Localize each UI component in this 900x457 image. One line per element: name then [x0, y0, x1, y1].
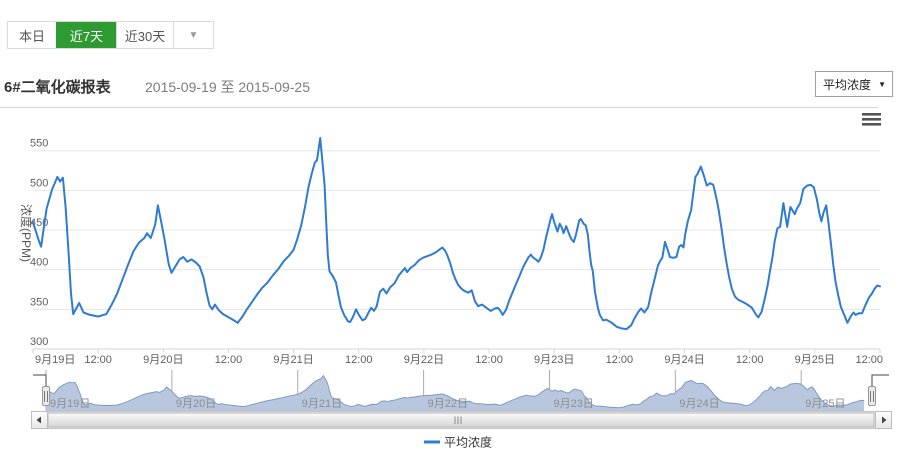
x-tick-label: 9月19日 [35, 354, 75, 366]
range-30d-button[interactable]: 近30天 [116, 22, 173, 48]
hamburger-icon-bar [862, 118, 881, 121]
y-tick-label: 300 [30, 336, 48, 348]
navigator-day-label: 9月25日 [805, 398, 845, 410]
y-tick-label: 350 [30, 296, 48, 308]
series-group [32, 137, 881, 331]
navigator-outline-right [871, 374, 889, 386]
metric-select[interactable]: 平均浓度 ▼ [815, 71, 893, 97]
navigator-day-label: 9月19日 [50, 398, 90, 410]
legend: 平均浓度 [424, 435, 492, 450]
range-7d-button[interactable]: 近7天 [56, 22, 116, 48]
y-tick-label: 500 [30, 177, 48, 189]
x-tick-label: 9月22日 [404, 354, 444, 366]
navigator-day-label: 9月21日 [302, 398, 342, 410]
legend-label: 平均浓度 [444, 435, 492, 450]
x-tick-label: 9月20日 [143, 354, 183, 366]
x-tick-label: 9月25日 [795, 354, 835, 366]
x-tick-label: 12:00 [606, 354, 634, 366]
hamburger-icon-bar [862, 113, 881, 116]
y-axis-title: 浓度(PPM) [19, 204, 34, 262]
x-axis: 9月19日 12:00 9月20日 12:00 9月21日 12:00 9月22日 12:00… [32, 348, 883, 366]
navigator-right-handle[interactable] [868, 386, 876, 406]
navigator-day-label: 9月22日 [428, 398, 468, 410]
metric-select-value: 平均浓度 [823, 77, 872, 92]
chart-menu-button[interactable] [862, 113, 881, 126]
range-button-group: 本日 近7天 近30天 ▼ [7, 21, 214, 49]
navigator-left-handle[interactable] [42, 386, 50, 406]
navigator[interactable]: 9月19日 9月20日 9月21日 9月22日 9月23日 9月24日 9月25日 [33, 370, 889, 411]
navigator-day-label: 9月23日 [553, 398, 593, 410]
series-line [32, 137, 881, 331]
navigator-line [45, 374, 865, 409]
range-today-button[interactable]: 本日 [8, 22, 56, 48]
navigator-day-label: 9月20日 [176, 398, 216, 410]
arrow-right-icon [882, 416, 887, 424]
x-tick-label: 9月21日 [273, 354, 313, 366]
navigator-area [46, 375, 865, 411]
y-tick-label: 400 [30, 257, 48, 269]
chevron-down-icon: ▼ [188, 29, 199, 41]
x-tick-label: 9月23日 [534, 354, 574, 366]
x-tick-label: 9月24日 [664, 354, 704, 366]
header-divider [0, 107, 878, 108]
legend-item[interactable]: 平均浓度 [424, 435, 492, 450]
hamburger-icon-bar [862, 123, 881, 126]
x-tick-label: 12:00 [736, 354, 764, 366]
date-range: 2015-09-19 至 2015-09-25 [145, 79, 311, 95]
scrollbar[interactable] [31, 411, 892, 429]
arrow-left-icon [36, 416, 41, 424]
x-tick-label: 12:00 [84, 354, 112, 366]
x-tick-label: 12:00 [345, 354, 373, 366]
range-toolbar: 本日 近7天 近30天 ▼ [7, 21, 214, 49]
select-caret-icon: ▼ [878, 79, 886, 89]
navigator-outline-left [33, 374, 47, 386]
y-tick-label: 550 [30, 138, 48, 150]
navigator-day-label: 9月24日 [679, 398, 719, 410]
x-tick-label: 12:00 [475, 354, 503, 366]
range-dropdown-button[interactable]: ▼ [173, 22, 213, 48]
x-tick-label: 12:00 [215, 354, 243, 366]
page-title: 6#二氧化碳报表 [4, 79, 111, 96]
x-tick-label: 12:00 [855, 354, 883, 366]
